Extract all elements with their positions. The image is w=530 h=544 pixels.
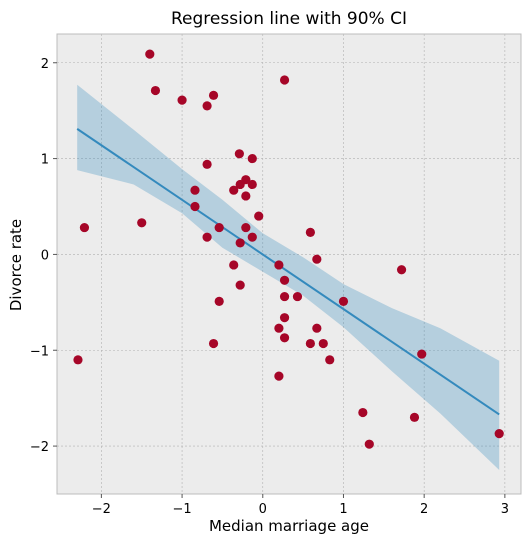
- data-point: [254, 211, 264, 221]
- data-point: [279, 275, 290, 285]
- chart-title: Regression line with 90% CI: [171, 9, 407, 29]
- plot-area: [57, 34, 521, 494]
- data-point: [208, 90, 219, 100]
- data-points: [73, 49, 504, 449]
- data-point: [364, 439, 374, 449]
- data-point: [312, 323, 322, 333]
- x-tick-label: −1: [172, 502, 191, 517]
- data-point: [208, 338, 219, 349]
- data-point: [325, 355, 335, 365]
- data-point: [279, 291, 290, 302]
- data-point: [312, 254, 322, 264]
- data-point: [235, 238, 245, 248]
- y-tick-label: 2: [41, 57, 49, 72]
- data-point: [417, 349, 427, 359]
- x-tick-label: −2: [92, 502, 111, 517]
- data-point: [234, 149, 244, 159]
- data-point: [202, 232, 212, 242]
- data-point: [190, 201, 200, 212]
- x-tick-label: 3: [501, 502, 509, 517]
- data-point: [145, 49, 155, 59]
- data-point: [247, 232, 257, 242]
- y-tick-label: 0: [41, 248, 49, 263]
- data-point: [137, 218, 147, 228]
- x-tick-label: 0: [259, 502, 267, 517]
- data-point: [150, 85, 161, 96]
- plot-frame: [56, 33, 522, 495]
- data-point: [229, 185, 239, 195]
- data-point: [79, 222, 90, 233]
- data-point: [279, 313, 290, 323]
- data-point: [274, 323, 284, 333]
- y-axis-label: Divorce rate: [7, 219, 25, 311]
- data-point: [177, 95, 187, 105]
- data-point: [318, 338, 328, 349]
- x-axis-label: Median marriage age: [209, 517, 369, 535]
- data-point: [396, 265, 407, 275]
- data-point: [279, 333, 290, 343]
- confidence-band: [77, 84, 500, 471]
- data-point: [409, 412, 420, 422]
- y-axis-ticks: −2 −1 0 1 2: [30, 57, 57, 455]
- data-point: [305, 338, 315, 349]
- data-point: [247, 153, 257, 164]
- data-point: [202, 101, 212, 111]
- data-point: [241, 191, 251, 201]
- data-point: [235, 280, 245, 290]
- y-tick-label: −2: [30, 440, 49, 455]
- y-tick-label: 1: [41, 153, 49, 168]
- data-point: [229, 260, 239, 270]
- data-point: [214, 222, 224, 233]
- data-point: [279, 75, 290, 85]
- data-point: [202, 159, 212, 169]
- x-tick-label: 2: [420, 502, 428, 517]
- data-point: [214, 296, 224, 306]
- data-point: [305, 227, 315, 237]
- regression-line: [76, 128, 500, 416]
- data-point: [494, 429, 504, 439]
- data-point: [73, 355, 83, 365]
- data-point: [274, 260, 284, 270]
- data-point: [190, 185, 200, 195]
- data-point: [274, 371, 284, 381]
- data-point: [292, 291, 303, 302]
- grid-lines: [57, 34, 521, 494]
- data-point: [241, 222, 251, 233]
- data-point: [338, 296, 349, 306]
- y-tick-label: −1: [30, 344, 49, 359]
- data-point: [235, 179, 245, 190]
- data-point: [358, 407, 368, 418]
- x-tick-label: 1: [339, 502, 347, 517]
- x-axis-ticks: −2 −1 0 1 2 3: [92, 494, 509, 517]
- data-point: [247, 179, 257, 190]
